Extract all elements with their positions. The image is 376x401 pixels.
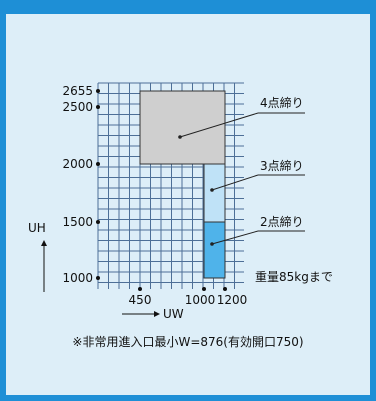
y-tick-2655: 2655	[62, 84, 93, 98]
tick-dot-y-2000	[96, 162, 100, 166]
y-tick-1000: 1000	[62, 271, 93, 285]
leader-line-3	[211, 174, 259, 191]
weight-note: 重量85kgまで	[255, 270, 333, 284]
footnote: ※非常用進入口最小W=876(有効開口750)	[72, 334, 303, 349]
x-axis-arrowhead	[154, 311, 160, 317]
x-tick-1200: 1200	[217, 293, 248, 307]
y-tick-1500: 1500	[62, 215, 93, 229]
tick-dot-y-1000	[96, 276, 100, 280]
y-axis-arrowhead	[41, 240, 47, 246]
region-label-4: 4点締り	[260, 95, 304, 110]
region-3-point-lock	[203, 163, 226, 223]
leader-lines	[179, 112, 305, 245]
leader-line-2	[211, 230, 259, 245]
region-2-point-lock	[203, 221, 226, 279]
x-tick-1000: 1000	[185, 293, 216, 307]
y-tick-2500: 2500	[62, 100, 93, 114]
region-label-3: 3点締り	[260, 158, 304, 173]
leader-dot-4	[178, 135, 182, 139]
tick-dot-x-450	[138, 287, 142, 291]
tick-dot-y-2500	[96, 105, 100, 109]
tick-dot-x-1000	[202, 287, 206, 291]
x-tick-450: 450	[129, 293, 152, 307]
leader-dot-3	[210, 188, 214, 192]
y-axis-label: UH	[28, 221, 46, 235]
y-tick-2000: 2000	[62, 157, 93, 171]
region-label-2: 2点締り	[260, 214, 304, 229]
leader-line-4	[179, 112, 259, 138]
x-axis-label: UW	[163, 307, 184, 321]
tick-dot-x-1200	[223, 287, 227, 291]
tick-dots	[96, 89, 227, 291]
tick-dot-y-1500	[96, 220, 100, 224]
leader-dot-2	[210, 242, 214, 246]
tick-dot-y-2655	[96, 89, 100, 93]
